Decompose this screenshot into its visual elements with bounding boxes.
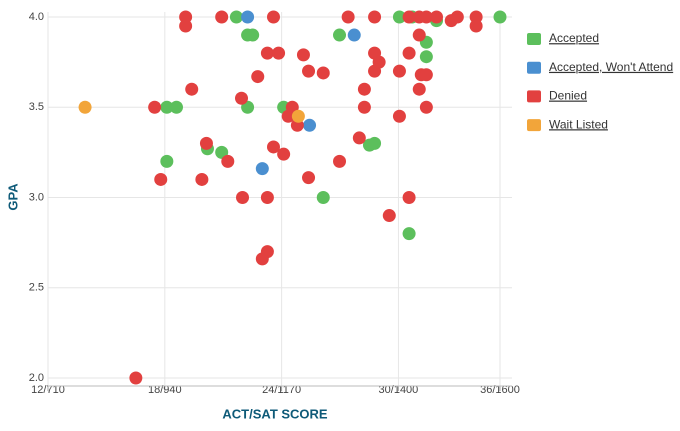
point [229,10,243,24]
point [277,147,291,161]
point [430,10,444,24]
point [368,136,382,150]
point [402,46,416,60]
point [316,66,330,80]
x-axis-title: ACT/SAT SCORE [222,406,328,421]
point [291,109,305,123]
point [392,10,406,24]
point [251,70,265,84]
point [234,91,248,105]
point [241,10,255,24]
point [469,19,483,33]
point [402,10,416,24]
point [402,191,416,204]
point [419,68,433,82]
legend-label[interactable]: Accepted [549,31,599,45]
point [341,10,355,24]
point [255,162,269,176]
point [302,171,316,185]
x-tick-label: 24/1170 [262,384,301,396]
point [402,227,416,241]
x-tick-label: 18/940 [148,384,182,396]
point [316,191,330,204]
point [382,209,396,223]
point [302,64,316,78]
point [129,371,143,385]
point [392,109,406,123]
point [160,154,174,168]
point [260,245,274,259]
legend-label[interactable]: Accepted, Won't Attend [549,60,673,74]
point [450,10,464,24]
point [419,50,433,64]
point [266,10,280,24]
point [368,10,382,24]
x-tick-label: 12/710 [31,384,65,396]
point [357,82,371,96]
y-tick-label: 2.5 [29,282,44,294]
point [154,172,168,186]
y-tick-label: 4.0 [29,11,44,23]
point [215,10,229,24]
point [199,136,213,150]
legend-label[interactable]: Wait Listed [549,117,608,131]
point [419,10,433,24]
legend-swatch[interactable] [527,33,541,45]
point [221,154,235,168]
point [260,46,274,60]
legend-swatch[interactable] [527,61,541,74]
point [357,100,371,114]
point [412,82,426,96]
point [352,131,366,145]
legend-swatch[interactable] [527,90,541,103]
point [169,100,183,114]
point [78,100,92,114]
point [246,28,260,42]
point [160,100,174,114]
y-axis-title: GPA [5,183,20,211]
point [195,172,209,186]
legend-swatch[interactable] [527,119,541,132]
point [296,48,310,62]
y-tick-label: 2.0 [29,372,44,384]
y-tick-label: 3.5 [29,101,44,113]
legend-label[interactable]: Denied [549,89,587,103]
point [303,118,317,132]
x-tick-label: 36/1600 [480,384,520,396]
point [148,100,162,114]
point [347,28,361,42]
point [333,28,347,42]
point [236,191,250,204]
point [185,82,199,96]
point [372,55,386,69]
y-tick-label: 3.0 [29,191,44,203]
point [412,28,426,42]
point [469,10,483,24]
point [493,10,507,24]
point [266,140,280,154]
point [419,100,433,114]
point [179,19,193,33]
point [272,46,286,60]
x-tick-label: 30/1400 [379,384,419,396]
point [392,64,406,78]
point [333,154,347,168]
point [260,191,274,204]
point [179,10,193,24]
